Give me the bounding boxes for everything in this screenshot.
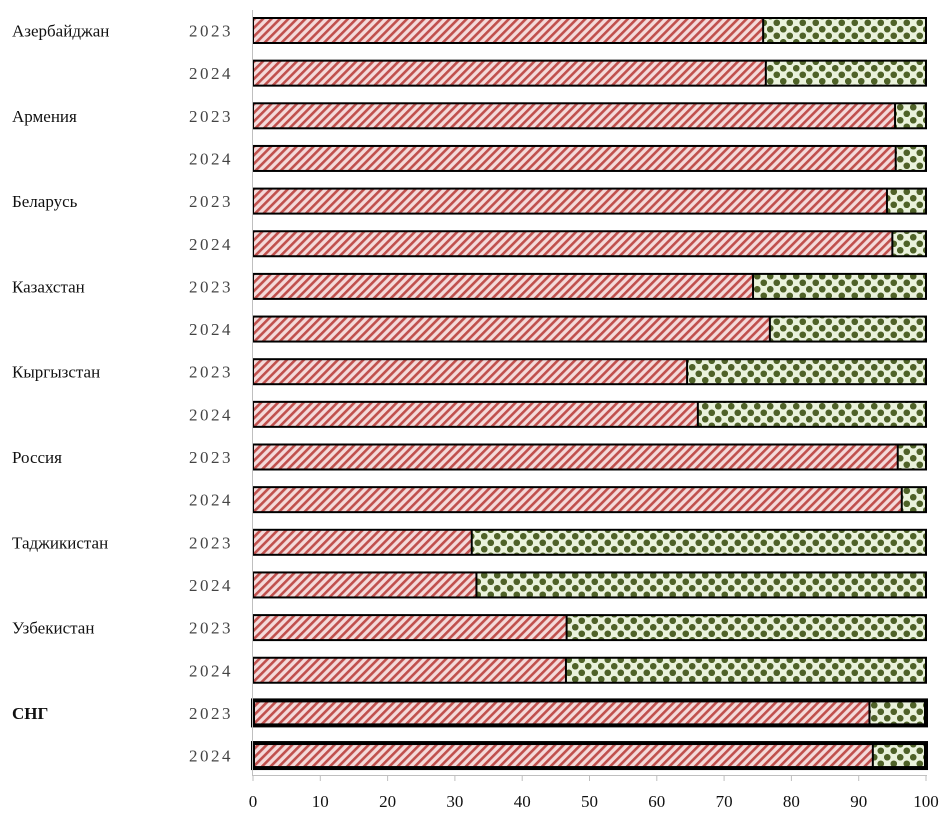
x-axis: 0 10 20 30 40 50 60 70 80 90 100 <box>249 775 939 811</box>
bar-segment-series-2 <box>901 487 926 513</box>
bar-segment-series-2 <box>869 700 926 726</box>
category-label-country: СНГ <box>12 704 48 723</box>
bar-segment-series-1 <box>253 657 566 683</box>
x-tick-label: 30 <box>446 792 463 811</box>
bar-segment-series-1 <box>253 60 766 86</box>
category-label-year: 2024 <box>189 320 233 339</box>
category-label-year: 2024 <box>189 64 233 83</box>
bar-segment-series-1 <box>253 572 477 598</box>
bar-segment-series-1 <box>253 273 754 299</box>
category-label-country: Кыргызстан <box>12 363 100 382</box>
x-tick-label: 90 <box>850 792 867 811</box>
bar-segment-series-1 <box>253 444 898 470</box>
category-label-year: 2023 <box>189 363 233 382</box>
category-label-year: 2024 <box>189 747 233 766</box>
category-label-year: 2023 <box>189 533 233 552</box>
category-label-year: 2024 <box>189 149 233 168</box>
x-tick-label: 40 <box>514 792 531 811</box>
category-label-year: 2023 <box>189 277 233 296</box>
category-label-country: Армения <box>12 107 77 126</box>
bar-segment-series-1 <box>253 145 896 171</box>
bar-segment-series-1 <box>253 700 870 726</box>
bar-segment-series-2 <box>872 743 926 769</box>
bar-segment-series-2 <box>895 103 926 129</box>
bar-segment-series-2 <box>765 60 926 86</box>
bar-segment-series-1 <box>253 743 873 769</box>
category-label-year: 2023 <box>189 192 233 211</box>
x-tick-label: 10 <box>312 792 329 811</box>
bar-segment-series-2 <box>753 273 926 299</box>
category-label-year: 2023 <box>189 22 233 41</box>
category-label-year: 2024 <box>189 405 233 424</box>
x-tick-label: 70 <box>716 792 733 811</box>
category-label-year: 2023 <box>189 448 233 467</box>
category-label-year: 2024 <box>189 235 233 254</box>
bar-segment-series-1 <box>253 359 688 385</box>
category-label-year: 2023 <box>189 619 233 638</box>
category-label-year: 2024 <box>189 661 233 680</box>
bar-segment-series-1 <box>253 188 887 214</box>
bar-segment-series-1 <box>253 316 770 342</box>
bar-segment-series-1 <box>253 401 698 427</box>
x-tick-label: 60 <box>648 792 665 811</box>
bar-segment-series-1 <box>253 529 472 555</box>
bar-segment-series-2 <box>892 231 926 257</box>
labels-layer: Азербайджан 2023 2024 Армения 2023 2024 Белару… <box>12 22 233 766</box>
category-label-year: 2024 <box>189 491 233 510</box>
bar-segment-series-2 <box>769 316 926 342</box>
bar-segment-series-1 <box>253 487 902 513</box>
bar-segment-series-1 <box>253 615 567 641</box>
bar-segment-series-2 <box>763 18 926 43</box>
bar-segment-series-2 <box>895 145 926 171</box>
bar-segment-series-1 <box>253 231 893 257</box>
category-label-country: Россия <box>12 448 62 467</box>
x-tick-label: 50 <box>581 792 598 811</box>
bar-segment-series-1 <box>253 103 896 129</box>
x-tick-label: 20 <box>379 792 396 811</box>
category-label-country: Узбекистан <box>12 619 94 638</box>
bar-segment-series-2 <box>897 444 926 470</box>
category-label-year: 2023 <box>189 107 233 126</box>
bar-segment-series-2 <box>565 657 926 683</box>
category-label-country: Азербайджан <box>12 22 109 41</box>
category-label-country: Казахстан <box>12 277 85 296</box>
x-tick-label: 100 <box>913 792 939 811</box>
bars-layer <box>251 17 928 771</box>
bar-segment-series-2 <box>697 401 926 427</box>
x-tick-label: 0 <box>249 792 258 811</box>
bar-segment-series-2 <box>471 529 926 555</box>
bar-segment-series-1 <box>253 18 764 43</box>
category-label-country: Беларусь <box>12 192 78 211</box>
bar-segment-series-2 <box>566 615 926 641</box>
bar-segment-series-2 <box>476 572 926 598</box>
bar-segment-series-2 <box>687 359 926 385</box>
category-label-year: 2023 <box>189 704 233 723</box>
category-label-year: 2024 <box>189 576 233 595</box>
bar-segment-series-2 <box>886 188 926 214</box>
category-label-country: Таджикистан <box>12 533 108 552</box>
x-tick-label: 80 <box>783 792 800 811</box>
